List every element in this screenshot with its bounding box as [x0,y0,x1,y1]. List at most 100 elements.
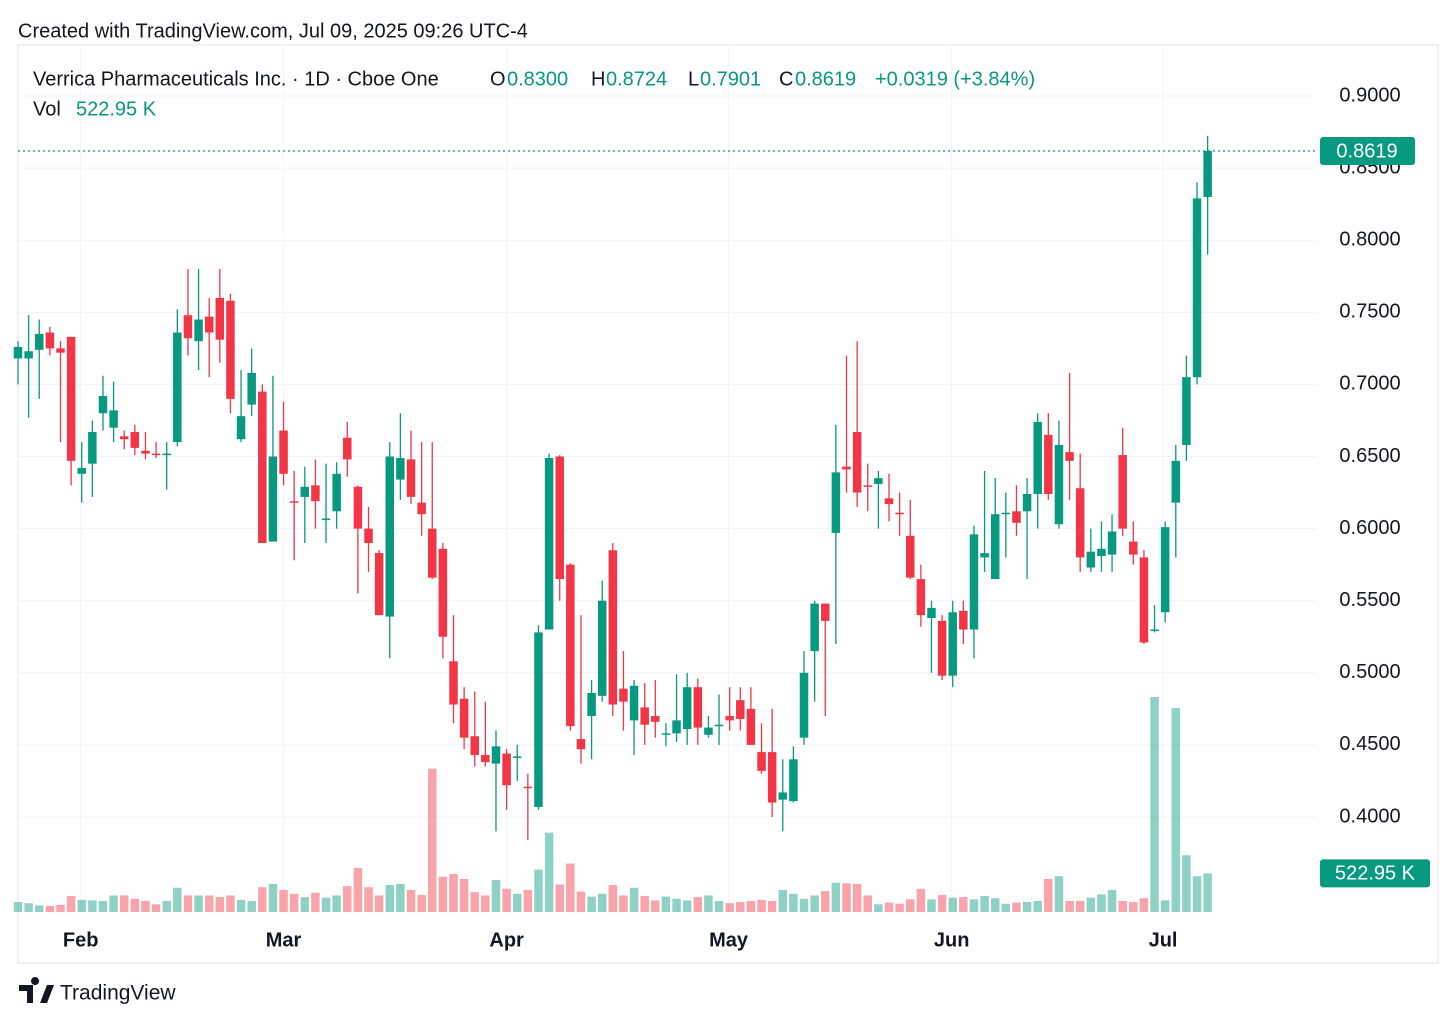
volume-bar [767,900,777,912]
l-key: L [688,68,699,90]
candle-body [661,733,671,735]
vol-value: 522.95 K [76,98,157,120]
candle-body [385,456,395,617]
candle-body [608,550,618,705]
candle-body [789,759,798,802]
candle-body [969,534,979,630]
last-price-label: 0.8619 [1336,140,1397,162]
candle-body [1033,421,1042,495]
candle-body [459,698,469,738]
candle-body [821,603,830,621]
y-tick-label: 0.7000 [1339,373,1400,395]
candle-body [1086,551,1096,568]
candle-body [438,548,448,637]
volume-bar [587,896,596,912]
symbol: Verrica Pharmaceuticals Inc. · 1D · Cboe… [33,68,439,90]
volume-bar [1033,900,1042,912]
volume-bar [1118,900,1127,912]
h-key: H [591,68,605,90]
candle-body [311,485,320,502]
volume-bar [449,873,458,912]
candle-body [1001,512,1011,515]
volume-bar [651,900,660,912]
volume-bar [905,899,915,912]
candle-body [1139,557,1149,643]
volume-bar [1107,889,1117,912]
volume-bar [1139,898,1149,912]
candle-body [428,528,437,578]
candle-body [534,632,543,807]
volume-bar [1203,873,1212,912]
y-tick-label: 0.9000 [1339,84,1400,106]
candle-body [544,457,554,630]
volume-bar [704,895,713,912]
candle-body [353,486,363,529]
candle-body [162,453,171,456]
o-value: 0.8300 [507,68,568,90]
candle-body [66,336,76,461]
volume-bar [1022,902,1032,912]
candle-body [77,468,86,474]
h-value: 0.8724 [606,68,667,90]
volume-bar [428,768,437,912]
volume-bar [1054,876,1064,912]
last-volume-label: 522.95 K [1335,863,1416,885]
volume-bar [895,903,904,912]
legend: Verrica Pharmaceuticals Inc. · 1D · Cboe… [33,68,1035,120]
volume-bar [821,891,830,912]
volume-bar [109,895,118,912]
candle-body [863,485,873,487]
volume-bar [534,869,543,912]
candle-body [321,518,331,521]
candle-body [343,437,352,460]
volume-bar [1129,902,1138,912]
candle-body [640,707,649,725]
volume-bar [183,895,193,912]
l-value: 0.7901 [700,68,761,90]
candle-body [396,457,405,480]
volume-bar [661,896,671,912]
candle-body [1065,452,1074,461]
volume-bar [56,904,65,912]
candle-body [587,692,596,717]
volume-bar [247,900,256,912]
volume-bar [215,897,225,912]
candle-body [1160,527,1170,613]
candle-body [629,685,639,721]
y-tick-label: 0.4500 [1339,733,1400,755]
candle-body [1107,531,1117,555]
candle-body [725,716,734,721]
volume-bar [226,895,235,912]
volume-bar [810,895,819,912]
volume-bar [119,895,129,912]
candle-body [151,453,161,456]
candle-body [1150,629,1159,632]
candle-body [831,472,841,533]
volume-bar [236,899,246,912]
candle-body [364,528,373,544]
candle-body [119,436,129,440]
candle-body [491,746,501,764]
candle-body [799,672,809,738]
volume-bar [640,896,649,912]
candle-body [1054,444,1064,525]
volume-bar [544,832,554,912]
volume-bar [619,895,628,912]
candle-body [194,319,203,342]
volume-bar [725,903,734,912]
volume-bar [130,898,140,912]
volume-bar [969,899,979,912]
volume-bar [406,889,416,912]
candle-body [502,753,511,786]
candle-body [895,512,904,515]
candle-body [651,716,660,722]
y-tick-label: 0.8000 [1339,229,1400,251]
candle-body [990,514,1000,580]
candle-body [109,410,118,428]
x-tick-label: Mar [266,929,302,951]
candle-body [300,486,310,497]
candle-body [289,501,299,503]
volume-bar [321,897,331,912]
candle-body [672,720,681,734]
candle-body [481,754,490,763]
